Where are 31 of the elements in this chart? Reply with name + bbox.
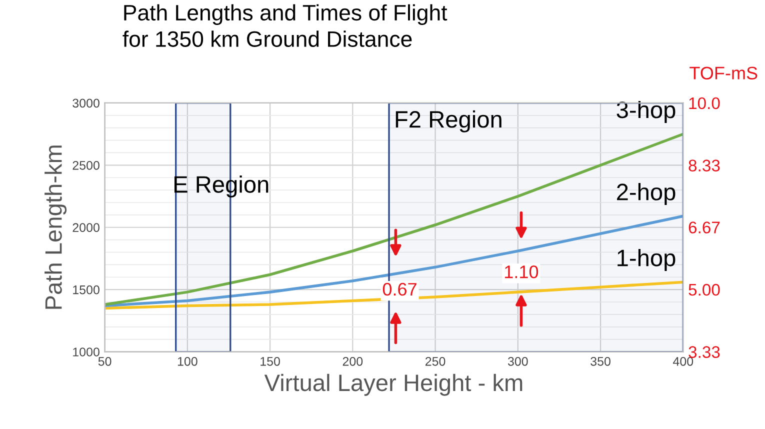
x-axis-title: Virtual Layer Height - km: [264, 374, 522, 396]
y-tick-label: 2500: [72, 160, 100, 170]
y2-tick-label: 10.0: [689, 97, 720, 110]
series-label: 2-hop: [617, 183, 676, 206]
y-axis-title: Path Length-km: [44, 146, 67, 309]
x-tick-label: 300: [508, 356, 528, 366]
y-tick-label: 1000: [73, 348, 100, 356]
chart-title: Path Lengths and Times of Flight for 1350 km Ground Distance: [122, 4, 448, 47]
y2-tick-label: 8.33: [688, 160, 720, 172]
y2-tick-label: 3.33: [688, 346, 720, 358]
line-series: [104, 280, 684, 310]
y2-tick-label: 6.67: [688, 222, 720, 234]
x-tick-label: 350: [590, 356, 610, 366]
y2-tick-label: 5.00: [688, 284, 720, 296]
x-tick-label: 150: [260, 356, 280, 366]
annotation: 1.10: [505, 265, 538, 278]
annotation: 0.67: [382, 282, 416, 296]
x-tick-label: 50: [98, 356, 112, 366]
x-tick-label: 100: [178, 356, 198, 366]
y-tick-label: 2000: [72, 223, 100, 232]
y-tick-label: 1500: [73, 285, 100, 294]
y2-axis-title: TOF-mS: [690, 66, 758, 80]
line-series: [104, 132, 684, 306]
band-label: F2 Region: [396, 110, 502, 132]
y-tick-label: 3000: [72, 98, 100, 108]
series-label: 3-hop: [616, 100, 676, 123]
series-label: 1-hop: [618, 248, 676, 271]
x-tick-label: 200: [342, 356, 363, 366]
line-series: [104, 214, 684, 308]
x-tick-label: 250: [425, 356, 446, 366]
x-tick-label: 400: [673, 356, 694, 366]
